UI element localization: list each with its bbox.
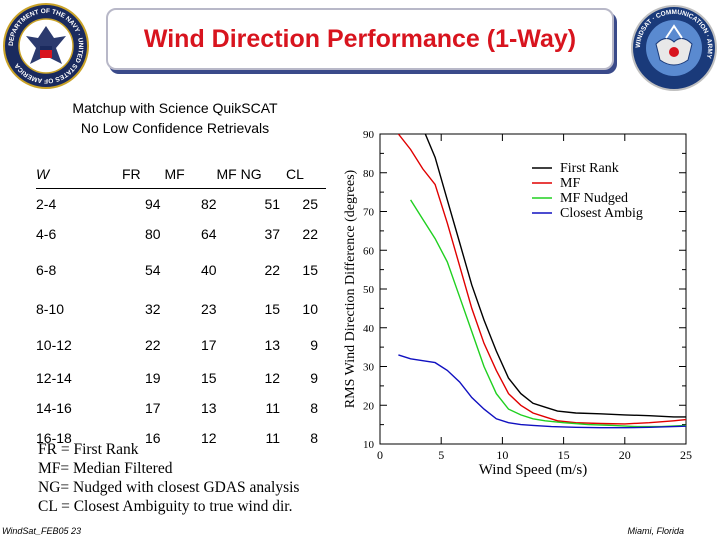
table-row: 16-18 16 12 11 8 xyxy=(36,423,326,453)
table-cell: 37 xyxy=(264,226,281,242)
y-tick-label: 60 xyxy=(363,245,375,257)
y-tick-label: 70 xyxy=(363,207,375,219)
series-line xyxy=(410,199,686,428)
axis-ticks: 0 5 10 15 20 25 10 20 30 40 50 60 70 80 90 xyxy=(363,129,692,462)
y-axis-label: RMS Wind Direction Difference (degrees) xyxy=(343,169,358,408)
x-tick-label: 10 xyxy=(496,448,508,462)
table-cell: 8 xyxy=(310,400,318,416)
table-cell: 10 xyxy=(302,301,318,317)
note-mf: MF= Median Filtered xyxy=(38,460,173,477)
table-header-row: W FR MF MF NG CL xyxy=(36,160,326,189)
series-line xyxy=(397,134,686,425)
page-title: Wind Direction Performance (1-Way) xyxy=(143,24,577,53)
table-cell: 15 xyxy=(302,262,318,278)
subtitle-line-1: Matchup with Science QuikSCAT xyxy=(72,100,278,116)
table-row: 8-10 32 23 15 10 xyxy=(36,291,326,327)
note-fr: FR = First Rank xyxy=(38,441,139,458)
table-cell: 9 xyxy=(310,370,318,386)
legend-label: MF Nudged xyxy=(560,191,628,206)
table-cell: 15 xyxy=(200,370,217,386)
table-cell: 54 xyxy=(144,262,161,278)
header-fr: FR xyxy=(104,160,161,189)
note-cl: CL = Closest Ambiguity to true wind dir. xyxy=(38,498,293,515)
navy-seal-logo: DEPARTMENT OF THE NAVY · UNITED STATES O… xyxy=(3,3,89,89)
table-row: 10-12 22 17 13 9 xyxy=(36,327,326,363)
table-cell: 12 xyxy=(264,370,281,386)
table-cell: 13 xyxy=(200,400,217,416)
table-cell: 14-16 xyxy=(36,400,72,416)
table-cell: 15 xyxy=(264,301,281,317)
table-cell: 12-14 xyxy=(36,370,72,386)
table-cell: 80 xyxy=(144,226,161,242)
y-tick-label: 10 xyxy=(363,439,375,451)
table-row: 6-8 54 40 22 15 xyxy=(36,249,326,291)
x-tick-label: 0 xyxy=(377,448,383,462)
y-tick-label: 20 xyxy=(363,400,375,412)
table-row: 4-6 80 64 37 22 xyxy=(36,219,326,249)
header-mf-ng: MF NG xyxy=(216,160,287,189)
windsat-mission-logo: WINDSAT · COMMUNICATION · ARMY xyxy=(631,5,717,91)
table-cell: 64 xyxy=(200,226,217,242)
table-cell: 10-12 xyxy=(36,337,72,353)
x-tick-label: 25 xyxy=(680,448,692,462)
table-cell: 22 xyxy=(264,262,281,278)
legend-label: MF xyxy=(560,176,580,191)
series-lines xyxy=(397,134,686,429)
footer-left: WindSat_FEB05 23 xyxy=(2,526,81,536)
y-tick-label: 50 xyxy=(363,284,375,296)
abbreviation-notes: FR = First Rank MF= Median Filtered NG= … xyxy=(38,440,299,516)
table-cell: 94 xyxy=(144,196,161,212)
y-tick-label: 90 xyxy=(363,129,375,141)
header-w: W xyxy=(36,160,104,189)
table-cell: 11 xyxy=(265,430,281,446)
table-cell: 9 xyxy=(310,337,318,353)
header-mf: MF xyxy=(160,160,217,189)
table-cell: 2-4 xyxy=(36,196,57,212)
table-cell: 12 xyxy=(200,430,217,446)
table-cell: 8-10 xyxy=(36,301,65,317)
subtitle-line-2: No Low Confidence Retrievals xyxy=(80,120,270,136)
series-line xyxy=(424,134,686,418)
table-cell: 82 xyxy=(200,196,217,212)
table-cell: 22 xyxy=(302,226,318,242)
table-cell: 6-8 xyxy=(36,262,57,278)
note-ng: NG= Nudged with closest GDAS analysis xyxy=(38,479,300,496)
table-cell: 25 xyxy=(302,196,318,212)
x-tick-label: 15 xyxy=(558,448,570,462)
legend-label: Closest Ambig xyxy=(560,206,643,221)
subtitle: Matchup with Science QuikSCAT No Low Con… xyxy=(30,98,320,138)
table-row: 12-14 19 15 12 9 xyxy=(36,363,326,393)
y-tick-label: 40 xyxy=(363,323,375,335)
table-row: 14-16 17 13 11 8 xyxy=(36,393,326,423)
table-cell: 22 xyxy=(144,337,161,353)
table-row: 2-4 94 82 51 25 xyxy=(36,189,326,220)
table-cell: 17 xyxy=(200,337,217,353)
x-tick-label: 5 xyxy=(438,448,444,462)
table-cell: 17 xyxy=(144,400,161,416)
table-cell: 16 xyxy=(144,430,161,446)
table-cell: 32 xyxy=(144,301,161,317)
table-cell: 8 xyxy=(310,430,318,446)
table-cell: 13 xyxy=(264,337,281,353)
table-cell: 23 xyxy=(200,301,217,317)
x-tick-label: 20 xyxy=(619,448,631,462)
header-cl: CL xyxy=(286,160,326,189)
table-cell: 4-6 xyxy=(36,226,57,242)
y-tick-label: 30 xyxy=(363,362,375,374)
table-cell: 16-18 xyxy=(36,430,72,446)
legend-label: First Rank xyxy=(560,161,619,176)
y-tick-label: 80 xyxy=(363,168,375,180)
title-banner: Wind Direction Performance (1-Way) xyxy=(106,8,614,70)
series-line xyxy=(398,354,686,429)
footer-right: Miami, Florida xyxy=(627,526,684,536)
table-cell: 51 xyxy=(264,196,281,212)
table-cell: 19 xyxy=(144,370,161,386)
x-axis-label: Wind Speed (m/s) xyxy=(479,462,588,478)
matchup-table: W FR MF MF NG CL 2-4 94 82 51 25 4-6 80 … xyxy=(36,160,326,453)
table-cell: 11 xyxy=(265,400,281,416)
table-cell: 40 xyxy=(200,262,217,278)
